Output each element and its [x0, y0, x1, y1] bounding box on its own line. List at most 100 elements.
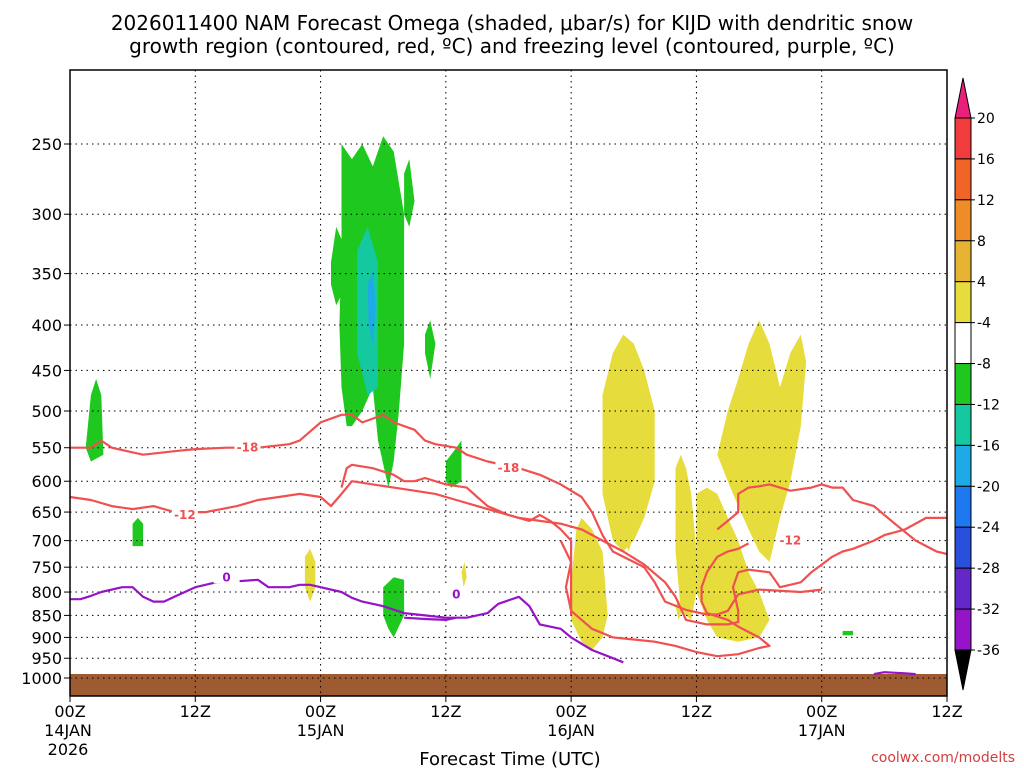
- y-tick-label: 950: [31, 649, 62, 668]
- y-tick-label: 1000: [21, 669, 62, 688]
- colorbar-label: -28: [977, 561, 1000, 577]
- contour-labels: -18 -18 -12 -12 0 0: [171, 439, 804, 601]
- x-tick-label: 12Z: [180, 702, 211, 721]
- contour-label-bg: [443, 586, 470, 601]
- omega-shading: [85, 136, 853, 650]
- temperature-contour: [559, 540, 573, 616]
- colorbar-label: 12: [977, 193, 995, 209]
- omega-region: [602, 334, 655, 552]
- omega-region: [304, 548, 316, 602]
- omega-region: [425, 320, 436, 379]
- colorbar-band: [954, 608, 972, 651]
- colorbar-label: -8: [977, 357, 991, 373]
- colorbar-band: [954, 567, 972, 610]
- omega-region: [132, 517, 144, 547]
- x-tick-date: 15JAN: [297, 721, 345, 740]
- x-tick-label: 00Z: [555, 702, 586, 721]
- colorbar-band: [954, 158, 972, 201]
- contour-label-bg: [171, 507, 198, 522]
- omega-region: [675, 599, 682, 620]
- omega-region: [367, 273, 376, 344]
- colorbar-band: [954, 403, 972, 446]
- y-tick-label: 750: [31, 558, 62, 577]
- omega-region: [717, 320, 807, 562]
- x-tick-label: 12Z: [931, 702, 962, 721]
- omega-region: [571, 517, 608, 650]
- y-axis-ticks: 250 300 350 400 450 500 550 600 650 700 750 800 850 9…: [21, 135, 70, 688]
- grid: [69, 70, 948, 696]
- omega-region: [331, 226, 342, 306]
- contour-label: 0: [452, 587, 460, 601]
- colorbar-label: -16: [977, 438, 1000, 454]
- contour-label-bg: [213, 569, 240, 584]
- colorbar-label: -36: [977, 643, 1000, 659]
- y-tick-label: 600: [31, 472, 62, 491]
- omega-region: [842, 630, 853, 636]
- x-tick-date: 14JAN: [44, 721, 92, 740]
- y-tick-label: 700: [31, 532, 62, 551]
- contour-label-bg: [777, 532, 804, 547]
- omega-region: [404, 159, 415, 227]
- colorbar-band: [954, 322, 972, 365]
- y-tick-label: 450: [31, 361, 62, 380]
- contour-label: 0: [222, 570, 230, 584]
- colorbar-label: -24: [977, 520, 1000, 536]
- colorbar-label: 20: [977, 111, 995, 127]
- colorbar-label: 16: [977, 152, 995, 168]
- contours: [69, 413, 948, 676]
- y-tick-label: 550: [31, 439, 62, 458]
- colorbar-label: 8: [977, 234, 986, 250]
- colorbar-label: -4: [977, 316, 991, 332]
- y-tick-label: 850: [31, 606, 62, 625]
- chart-title-line1: 2026011400 NAM Forecast Omega (shaded, μ…: [111, 11, 913, 35]
- x-tick-label: 12Z: [430, 702, 461, 721]
- colorbar-label: -32: [977, 602, 1000, 618]
- chart-title-line2: growth region (contoured, red, ºC) and f…: [129, 34, 895, 58]
- y-tick-label: 300: [31, 205, 62, 224]
- ground-surface: [70, 674, 947, 696]
- colorbar-label: -20: [977, 479, 1000, 495]
- omega-region: [445, 440, 462, 488]
- omega-region: [357, 226, 378, 396]
- x-tick-date: 16JAN: [547, 721, 595, 740]
- y-tick-label: 350: [31, 265, 62, 284]
- x-tick-label: 12Z: [681, 702, 712, 721]
- colorbar-label: -12: [977, 397, 1000, 413]
- colorbar-band: [954, 444, 972, 487]
- temperature-contour: [716, 483, 948, 556]
- colorbar-bottom-arrow: [954, 649, 972, 691]
- y-tick-label: 650: [31, 503, 62, 522]
- freezing-level-contour: [873, 671, 916, 676]
- omega-region: [461, 562, 467, 588]
- colorbar-band: [954, 117, 972, 160]
- freezing-level-contour: [70, 578, 624, 664]
- contour-label-bg: [234, 439, 261, 454]
- omega-region: [675, 454, 697, 620]
- y-tick-label: 800: [31, 583, 62, 602]
- colorbar-band: [954, 485, 972, 528]
- omega-region: [85, 378, 104, 462]
- x-tick-label: 00Z: [305, 702, 336, 721]
- omega-region: [696, 487, 770, 642]
- colorbar-band: [954, 281, 972, 324]
- temperature-contour: [69, 480, 947, 626]
- omega-region: [383, 577, 405, 638]
- x-tick-date: 17JAN: [798, 721, 846, 740]
- colorbar-band: [954, 240, 972, 283]
- colorbar-band: [954, 363, 972, 405]
- colorbar-label: 4: [977, 275, 986, 291]
- y-tick-label: 400: [31, 316, 62, 335]
- y-tick-label: 500: [31, 402, 62, 421]
- freezing-level-contour: [404, 616, 457, 622]
- contour-label: -12: [780, 534, 802, 548]
- plot-frame: [69, 69, 948, 697]
- y-tick-label: 900: [31, 628, 62, 647]
- x-axis-label: Forecast Time (UTC): [419, 749, 600, 768]
- y-tick-label: 250: [31, 135, 62, 154]
- colorbar-band: [954, 526, 972, 569]
- colorbar-band: [954, 199, 972, 242]
- omega-region: [623, 517, 634, 552]
- credit-link[interactable]: coolwx.com/modelts: [871, 750, 1015, 766]
